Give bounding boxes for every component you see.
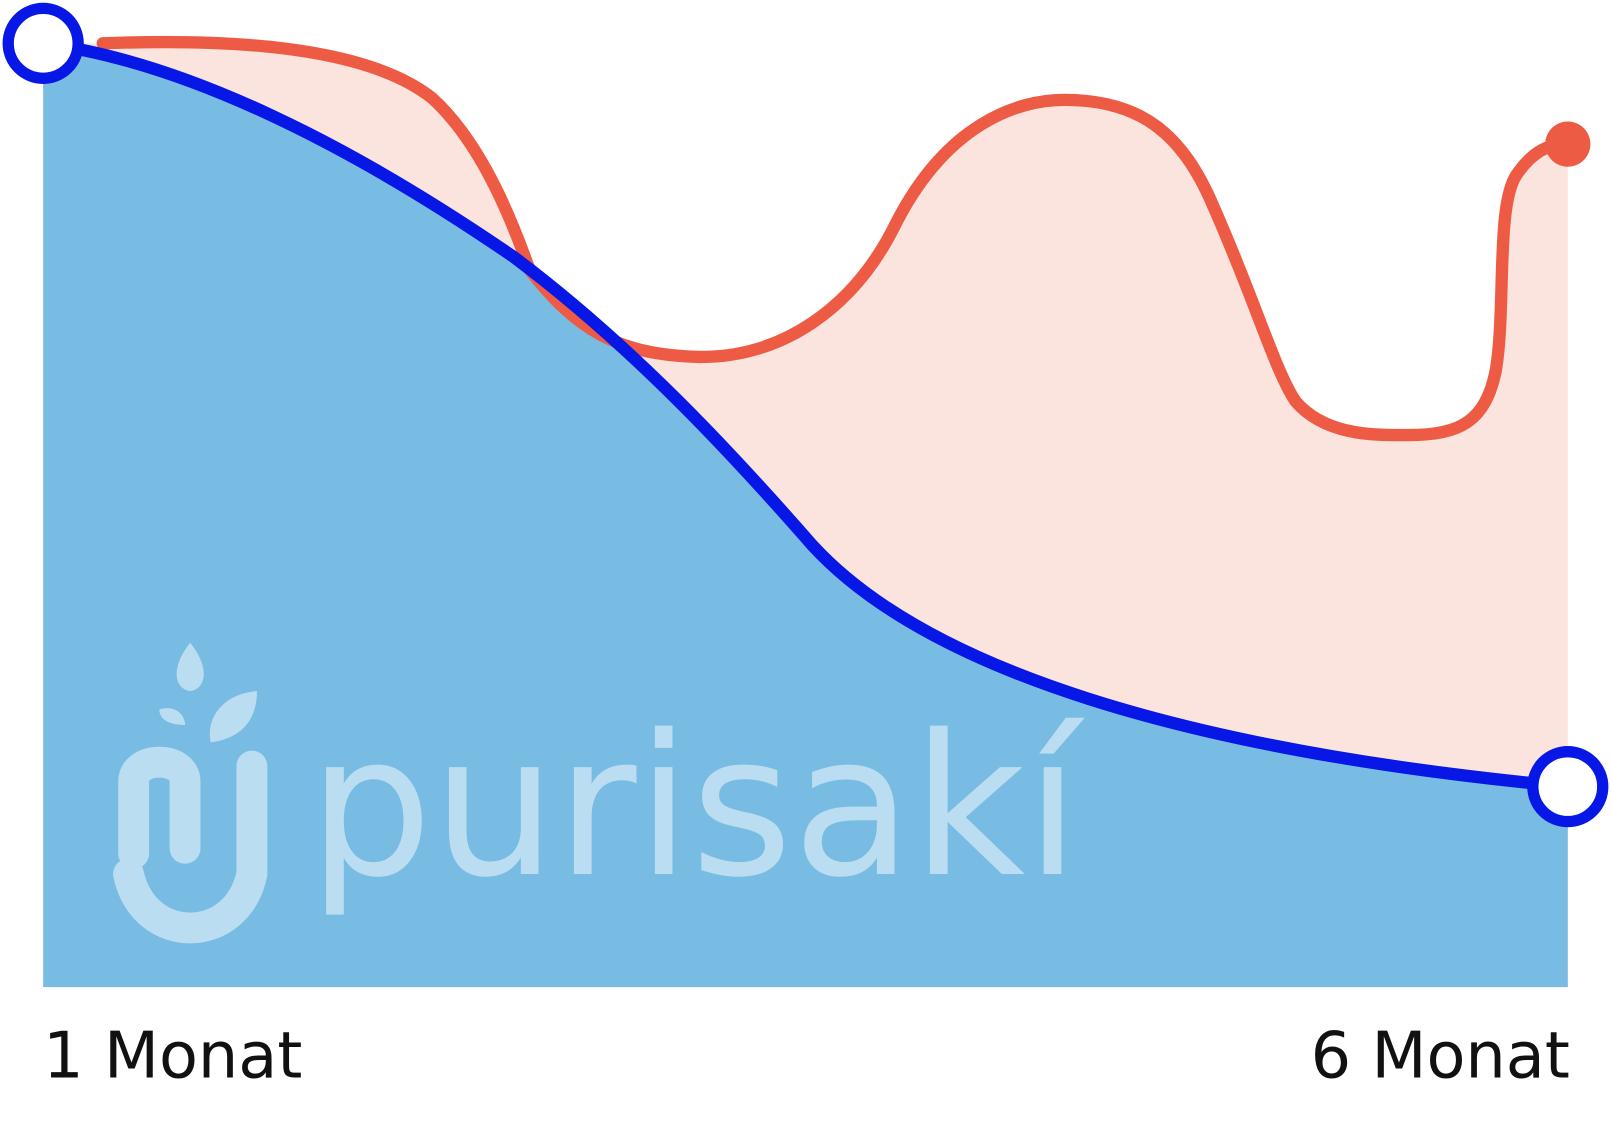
red-line [96, 35, 1574, 442]
end-label: 6 Monat [1311, 1020, 1570, 1094]
blue-area [43, 43, 1568, 988]
blue-line [37, 37, 1574, 793]
watermark-logo [113, 746, 268, 944]
start-label: 1 Monat [43, 1020, 302, 1094]
blue-end-marker [1527, 746, 1609, 828]
red-end-dot [1545, 121, 1591, 167]
blue-start-marker [2, 2, 84, 84]
watermark-leaves [159, 642, 258, 743]
watermark-text: purisakí [308, 694, 1085, 921]
